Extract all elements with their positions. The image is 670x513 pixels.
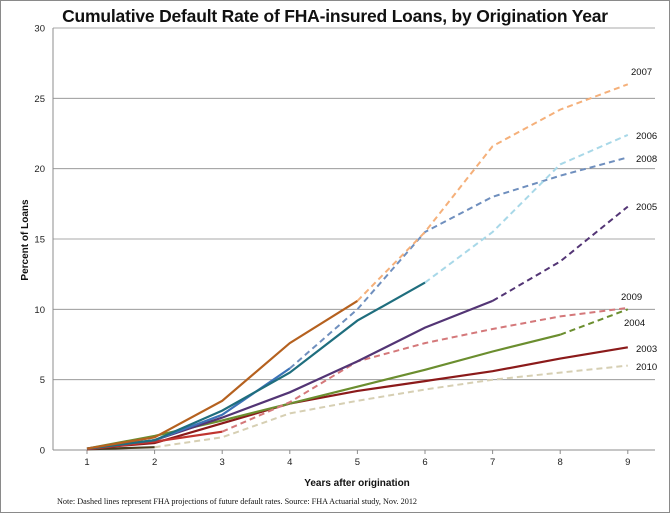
- x-tick-label: 2: [152, 457, 157, 468]
- series-projection-line: [559, 308, 629, 336]
- x-tick-label: 8: [558, 457, 563, 468]
- x-tick-label: 1: [84, 457, 89, 468]
- series-projection-line: [221, 306, 628, 433]
- chart-title: Cumulative Default Rate of FHA-insured L…: [62, 6, 608, 26]
- x-tick-label: 9: [625, 457, 630, 468]
- series-actual-line: [86, 333, 561, 450]
- series-actual-line: [86, 299, 494, 450]
- y-tick-label: 0: [40, 446, 45, 457]
- x-tick-label: 5: [355, 457, 360, 468]
- x-tick-label: 4: [287, 457, 292, 468]
- y-tick-label: 25: [34, 94, 45, 105]
- series-label: 2010: [636, 362, 657, 373]
- series-label: 2006: [636, 131, 657, 142]
- series-actual-line: [86, 346, 628, 450]
- series-projection-line: [289, 156, 629, 370]
- y-tick-label: 10: [34, 305, 45, 316]
- series-label: 2009: [621, 292, 642, 303]
- series-label: 2007: [631, 67, 652, 78]
- y-tick-label: 15: [34, 235, 45, 246]
- x-tick-label: 7: [490, 457, 495, 468]
- x-tick-label: 3: [220, 457, 225, 468]
- y-tick-label: 20: [34, 164, 45, 175]
- series-label: 2005: [636, 202, 657, 213]
- series-actual-line: [86, 299, 358, 450]
- series-lines: [86, 83, 629, 451]
- series-labels: 2010 2003 2004 2009 2005 2008 2006 2007: [621, 67, 657, 373]
- y-tick-label: 5: [40, 375, 45, 386]
- series-projection-line: [492, 205, 629, 302]
- y-tick-label: 30: [34, 24, 45, 35]
- series-projection-line: [424, 133, 629, 284]
- series-label: 2004: [624, 318, 645, 329]
- axes: 0 5 10 15 20 25 30 1 2 3 4 5 6 7 8 9: [34, 24, 655, 468]
- series-label: 2003: [636, 344, 657, 355]
- series-label: 2008: [636, 154, 657, 165]
- x-tick-label: 6: [422, 457, 427, 468]
- x-axis-label: Years after origination: [304, 478, 410, 489]
- footnote: Note: Dashed lines represent FHA project…: [57, 497, 418, 506]
- series-projection-line: [154, 364, 628, 449]
- y-axis-label: Percent of Loans: [20, 199, 31, 281]
- series-projection-line: [356, 83, 629, 302]
- gridlines: [53, 27, 655, 381]
- series-actual-line: [86, 281, 426, 450]
